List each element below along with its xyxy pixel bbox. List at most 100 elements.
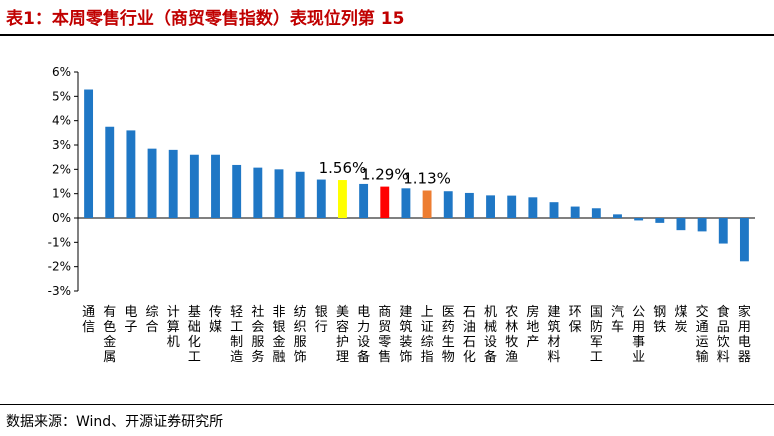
- svg-text:指: 指: [421, 350, 434, 365]
- svg-text:机: 机: [484, 305, 497, 320]
- svg-text:用: 用: [738, 320, 751, 335]
- svg-text:银: 银: [315, 305, 328, 320]
- svg-text:筑: 筑: [399, 319, 412, 335]
- svg-text:品: 品: [717, 320, 730, 335]
- x-tick-label: 电子: [124, 305, 137, 335]
- y-tick-label: 0%: [52, 211, 71, 225]
- svg-text:环: 环: [569, 305, 582, 320]
- bar: [147, 148, 157, 218]
- svg-text:售: 售: [378, 349, 391, 365]
- svg-text:农: 农: [505, 305, 518, 320]
- svg-text:服: 服: [294, 335, 307, 350]
- svg-text:石: 石: [463, 305, 476, 320]
- bar: [655, 218, 665, 223]
- bar: [528, 197, 538, 218]
- svg-text:家: 家: [738, 304, 751, 320]
- svg-text:地: 地: [526, 320, 539, 335]
- bar: [189, 154, 199, 218]
- x-tick-label: 汽车: [611, 305, 624, 335]
- svg-text:保: 保: [569, 320, 582, 335]
- svg-text:生: 生: [442, 335, 455, 350]
- x-tick-label: 钢铁: [653, 305, 666, 335]
- svg-text:美: 美: [336, 305, 349, 320]
- svg-text:铁: 铁: [653, 320, 666, 335]
- bar: [697, 218, 707, 232]
- data-labels: 1.56%1.29%1.13%: [319, 159, 451, 187]
- svg-text:理: 理: [336, 350, 349, 365]
- y-tick-label: 6%: [52, 65, 71, 79]
- bar: [613, 214, 622, 218]
- y-tick-label: 3%: [52, 138, 71, 152]
- bar: [507, 195, 517, 218]
- x-tick-label: 计算机: [167, 305, 180, 350]
- x-tick-label: 传媒: [209, 305, 222, 335]
- x-tick-label: 商贸零售: [378, 305, 391, 365]
- svg-text:建: 建: [399, 305, 412, 320]
- title-divider: [0, 34, 774, 36]
- bar: [232, 164, 242, 218]
- svg-text:设: 设: [357, 335, 370, 350]
- bar: [84, 89, 94, 218]
- svg-text:房: 房: [526, 304, 539, 320]
- svg-text:通: 通: [82, 305, 95, 320]
- svg-text:色: 色: [103, 319, 116, 335]
- svg-text:汽: 汽: [611, 305, 624, 320]
- svg-text:金: 金: [103, 334, 116, 350]
- bar: [105, 126, 115, 218]
- svg-text:力: 力: [357, 320, 370, 335]
- y-tick-label: -3%: [48, 284, 71, 298]
- source-note: 数据来源：Wind、开源证券研究所: [6, 414, 224, 430]
- bar: [591, 208, 601, 218]
- svg-text:国: 国: [590, 305, 603, 320]
- svg-text:饰: 饰: [399, 350, 412, 365]
- data-label: 1.13%: [403, 170, 451, 188]
- bar-chart: -3%-2%-1%0%1%2%3%4%5%6% 1.56%1.29%1.13% …: [48, 65, 755, 365]
- bar: [359, 183, 369, 218]
- x-tick-label: 银行: [315, 305, 328, 335]
- svg-text:输: 输: [696, 349, 709, 365]
- svg-text:银: 银: [272, 320, 285, 335]
- svg-text:综: 综: [421, 335, 434, 350]
- svg-text:护: 护: [336, 335, 349, 350]
- svg-text:事: 事: [632, 335, 645, 350]
- svg-text:服: 服: [251, 335, 264, 350]
- svg-text:工: 工: [590, 350, 603, 365]
- x-tick-label: 综合: [146, 305, 159, 335]
- svg-text:非: 非: [272, 305, 285, 320]
- svg-text:设: 设: [484, 335, 497, 350]
- svg-text:证: 证: [421, 320, 434, 335]
- svg-text:军: 军: [590, 335, 603, 350]
- svg-text:工: 工: [230, 320, 243, 335]
- svg-text:行: 行: [315, 320, 328, 335]
- bar: [274, 169, 284, 218]
- bar: [634, 218, 644, 221]
- svg-text:车: 车: [611, 319, 624, 335]
- bar: [126, 130, 136, 218]
- svg-text:装: 装: [399, 335, 412, 350]
- svg-text:材: 材: [548, 335, 561, 350]
- svg-text:上: 上: [421, 305, 434, 320]
- svg-text:渔: 渔: [505, 350, 518, 365]
- svg-text:产: 产: [526, 335, 539, 350]
- svg-text:融: 融: [272, 350, 285, 365]
- svg-text:合: 合: [146, 320, 159, 335]
- svg-text:属: 属: [103, 350, 116, 365]
- bar: [338, 180, 347, 218]
- svg-text:钢: 钢: [653, 305, 666, 320]
- bar: [464, 192, 474, 218]
- svg-text:子: 子: [124, 320, 137, 335]
- y-tick-label: -2%: [48, 260, 71, 274]
- svg-text:媒: 媒: [209, 320, 222, 335]
- svg-text:电: 电: [357, 305, 370, 320]
- svg-text:计: 计: [167, 305, 180, 320]
- svg-text:造: 造: [230, 350, 243, 365]
- bar: [253, 167, 263, 218]
- bar: [380, 186, 390, 218]
- x-tick-label: 通信: [82, 305, 95, 335]
- y-axis: -3% -2% -1% 0% 1% 2% 3% 4% 5% 6%: [48, 65, 755, 298]
